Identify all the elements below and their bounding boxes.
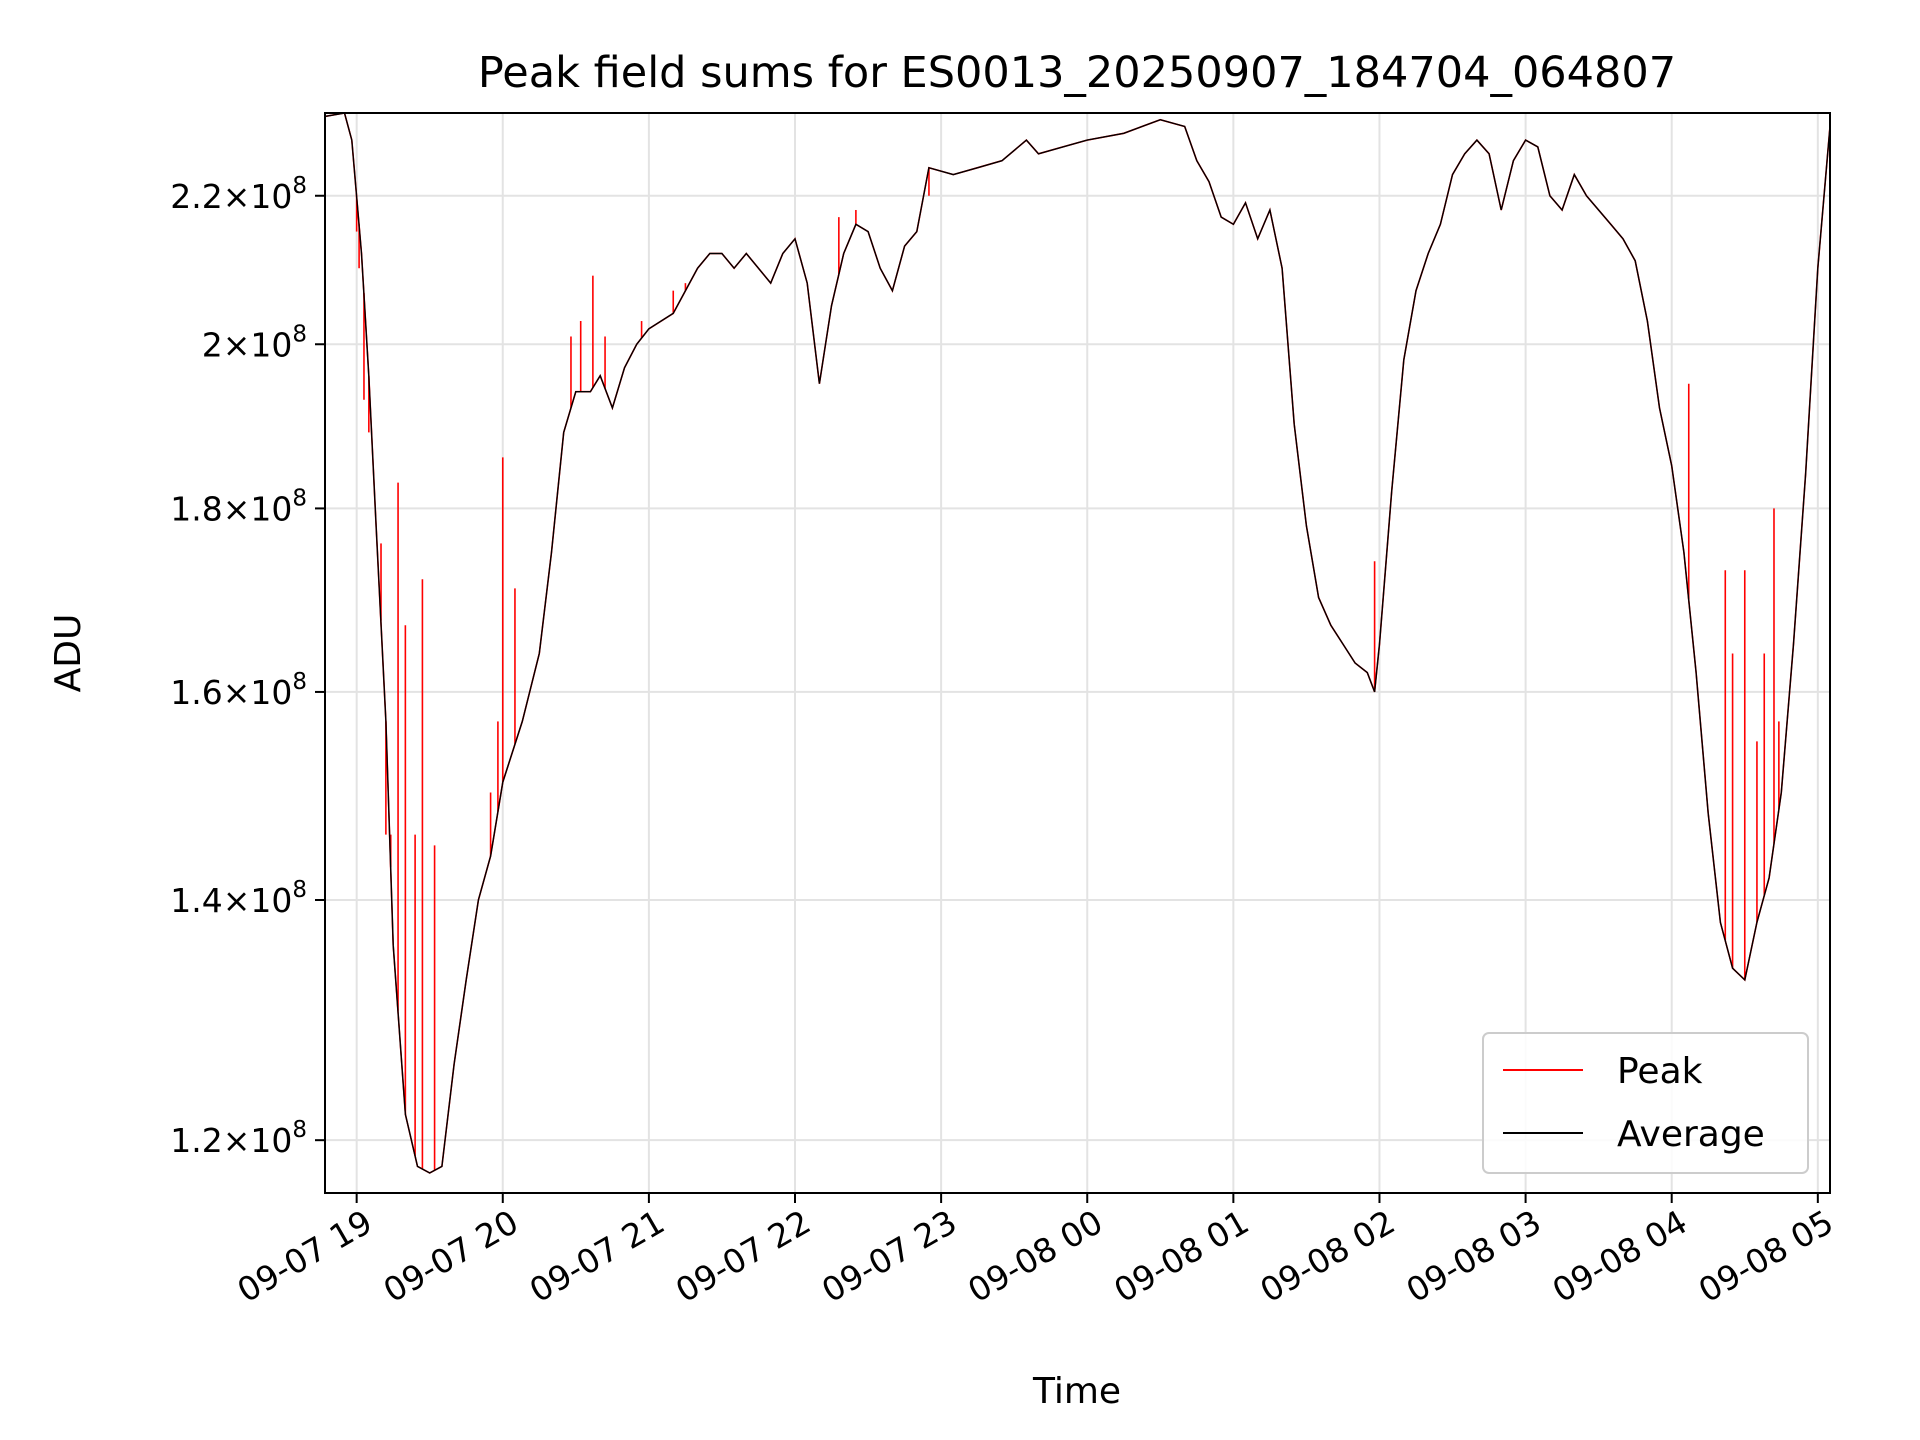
x-tick-label: 09-08 04 bbox=[1546, 1202, 1694, 1310]
x-tick-label: 09-07 23 bbox=[815, 1202, 963, 1310]
y-tick-mantissa: 1.2 bbox=[170, 1121, 222, 1160]
y-tick-label: 2×108 bbox=[202, 321, 307, 364]
series-layer bbox=[324, 112, 1831, 1174]
legend-label-peak: Peak bbox=[1617, 1051, 1703, 1092]
x-tick-label: 09-07 22 bbox=[669, 1202, 817, 1310]
y-tick-exponent: 8 bbox=[292, 485, 307, 511]
y-axis-title: ADU bbox=[48, 614, 89, 693]
y-tick-label: 2.2×108 bbox=[170, 173, 307, 216]
series-line-average bbox=[324, 112, 1831, 1174]
y-tick-label: 1.2×108 bbox=[170, 1117, 307, 1160]
x-tick-label: 09-07 19 bbox=[231, 1202, 379, 1310]
y-tick-mantissa: 1.6 bbox=[170, 673, 222, 712]
legend-box bbox=[1482, 1032, 1809, 1174]
y-tick-mantissa: 1.8 bbox=[170, 489, 222, 528]
series-line-peak bbox=[324, 112, 1831, 1174]
x-tick-label: 09-08 01 bbox=[1107, 1202, 1255, 1310]
y-tick-exponent: 8 bbox=[292, 877, 307, 903]
x-axis-title: Time bbox=[1032, 1371, 1121, 1412]
y-tick-mantissa: 2.2 bbox=[170, 177, 222, 216]
y-tick-mantissa: 2 bbox=[202, 325, 223, 364]
x-tick-label: 09-08 00 bbox=[961, 1202, 1109, 1310]
x-tick-label: 09-08 05 bbox=[1692, 1202, 1840, 1310]
y-tick-exponent: 8 bbox=[292, 321, 307, 347]
x-tick-label: 09-07 20 bbox=[377, 1202, 525, 1310]
legend: Peak Average bbox=[1482, 1032, 1809, 1174]
y-tick-exponent: 8 bbox=[292, 173, 307, 199]
y-tick-label: 1.6×108 bbox=[170, 669, 307, 712]
y-tick-label: 1.8×108 bbox=[170, 485, 307, 528]
legend-label-average: Average bbox=[1617, 1114, 1765, 1155]
grid-layer bbox=[325, 113, 1830, 1193]
chart-title: Peak field sums for ES0013_20250907_1847… bbox=[478, 48, 1676, 98]
x-tick-label: 09-08 03 bbox=[1400, 1202, 1548, 1310]
x-tick-label: 09-07 21 bbox=[523, 1202, 671, 1310]
y-axis: 1.2×108 1.4×108 1.6×108 1.8×108 2×108 2.2×108 bbox=[170, 173, 325, 1160]
x-tick-label: 09-08 02 bbox=[1253, 1202, 1401, 1310]
y-tick-label: 1.4×108 bbox=[170, 877, 307, 920]
y-tick-exponent: 8 bbox=[292, 669, 307, 695]
y-tick-mantissa: 1.4 bbox=[170, 881, 222, 920]
y-tick-exponent: 8 bbox=[292, 1117, 307, 1143]
plot-frame bbox=[324, 112, 1831, 1194]
